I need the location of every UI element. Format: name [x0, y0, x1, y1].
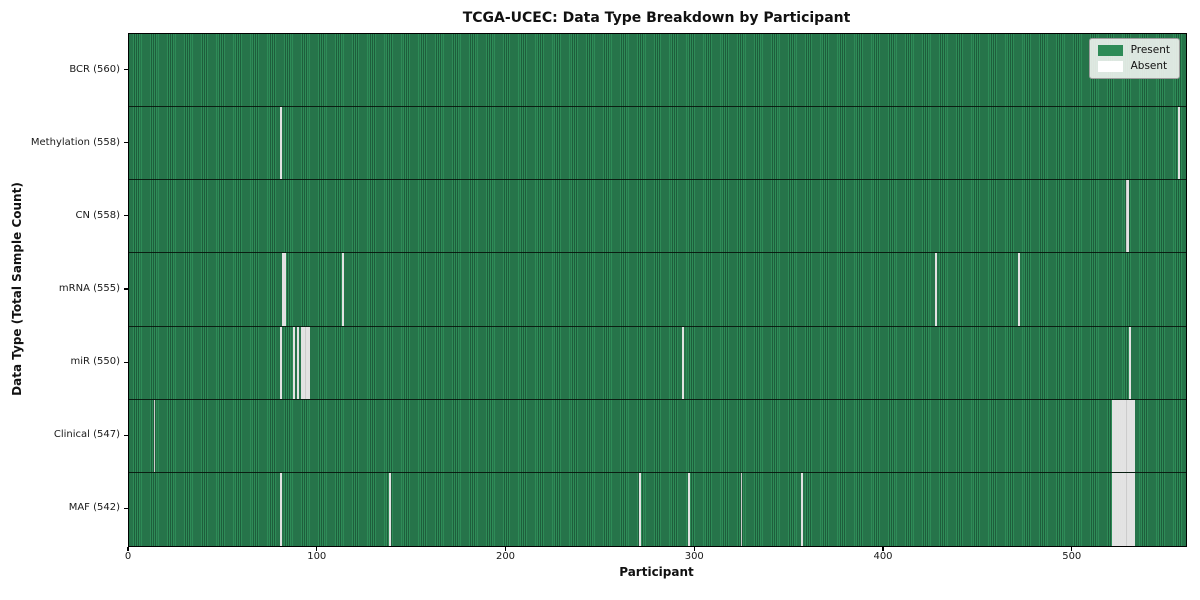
absent-line: [300, 326, 303, 399]
y-tick-mark: [123, 288, 128, 290]
absent-line: [1125, 180, 1128, 253]
absent-line: [1133, 472, 1136, 546]
y-tick-mark: [123, 215, 128, 217]
absent-line: [1116, 399, 1119, 472]
absent-line: [1116, 472, 1119, 546]
absent-line: [1119, 399, 1122, 472]
absent-line: [1125, 472, 1128, 546]
absent-line: [1112, 472, 1115, 546]
absent-line: [1129, 399, 1132, 472]
absent-line: [1121, 472, 1124, 546]
absent-line: [1133, 399, 1136, 472]
absent-line: [1127, 472, 1130, 546]
absent-line: [280, 472, 282, 546]
x-tick-mark: [882, 546, 884, 551]
x-tick-mark: [127, 546, 129, 551]
y-tick-mark: [123, 68, 128, 71]
absent-line: [306, 326, 309, 399]
absent-line: [1131, 472, 1134, 546]
absent-line: [1121, 399, 1124, 472]
absent-line: [1119, 472, 1122, 546]
absent-line: [293, 326, 296, 399]
legend-label-present: Present: [1130, 44, 1170, 56]
y-tick-label: Clinical (547): [53, 429, 120, 441]
absent-line: [1127, 399, 1130, 472]
x-tick-label: 200: [495, 551, 516, 562]
absent-line: [389, 472, 392, 546]
y-tick-label: Methylation (558): [30, 136, 120, 148]
legend-label-absent: Absent: [1130, 60, 1168, 72]
chart-title: TCGA-UCEC: Data Type Breakdown by Partic…: [462, 10, 851, 26]
y-tick-label: CN (558): [75, 209, 120, 221]
absent-line: [1118, 472, 1120, 546]
absent-line: [1123, 399, 1126, 472]
x-tick-mark: [316, 546, 318, 551]
legend-entry-present: Present: [1097, 44, 1170, 56]
absent-line: [153, 399, 156, 472]
absent-line: [1123, 472, 1126, 546]
absent-line: [283, 253, 286, 326]
x-tick-mark: [1071, 546, 1073, 551]
heatmap-row-MAF: [129, 472, 1186, 546]
absent-line: [687, 472, 690, 546]
x-tick-label: 100: [307, 551, 327, 562]
absent-line: [280, 326, 282, 399]
heatmap-row-miR: [129, 326, 1186, 400]
y-tick-label: mRNA (555): [58, 283, 120, 294]
absent-line: [1127, 180, 1130, 253]
absent-line: [1118, 399, 1120, 472]
x-tick-mark: [693, 546, 695, 551]
plot-area: Present Absent: [128, 33, 1187, 547]
absent-line: [1178, 107, 1181, 180]
heatmap-row-CN: [129, 180, 1186, 254]
heatmap-row-Clinical: [129, 399, 1186, 473]
absent-line: [1125, 399, 1128, 472]
absent-line: [1129, 472, 1132, 546]
y-tick-mark: [123, 142, 128, 144]
absent-line: [638, 472, 641, 546]
y-tick-mark: [123, 507, 128, 510]
y-tick-mark: [123, 361, 128, 363]
absent-line: [342, 253, 345, 326]
absent-line: [296, 326, 299, 399]
absent-line: [280, 107, 282, 180]
legend-swatch-absent: [1097, 61, 1123, 72]
legend-entry-absent: Absent: [1097, 60, 1170, 72]
absent-line: [1018, 253, 1020, 326]
absent-line: [1114, 399, 1117, 472]
x-tick-mark: [504, 546, 507, 551]
x-tick-label: 500: [1062, 551, 1082, 562]
y-tick-label: BCR (560): [69, 63, 120, 75]
x-tick-label: 300: [684, 551, 704, 562]
y-tick-label: miR (550): [70, 356, 120, 368]
heatmap-row-mRNA: [129, 253, 1186, 327]
absent-line: [934, 253, 937, 326]
heatmap-row-Methylation: [129, 107, 1186, 181]
y-tick-label: MAF (542): [68, 502, 120, 514]
x-tick-label: 400: [873, 551, 893, 562]
absent-line: [682, 326, 684, 399]
absent-line: [1112, 399, 1115, 472]
absent-line: [1131, 399, 1134, 472]
x-axis-label: Participant: [619, 565, 694, 579]
legend: Present Absent: [1088, 38, 1180, 79]
absent-line: [281, 253, 284, 326]
absent-line: [800, 472, 803, 546]
absent-line: [302, 326, 305, 399]
heatmap-row-BCR: [129, 34, 1186, 108]
absent-line: [1129, 326, 1132, 399]
absent-line: [308, 326, 311, 399]
legend-swatch-present: [1097, 45, 1123, 56]
y-tick-mark: [123, 434, 128, 436]
absent-line: [1114, 472, 1117, 546]
absent-line: [740, 472, 743, 546]
x-tick-label: 0: [124, 551, 132, 562]
absent-line: [304, 326, 307, 399]
